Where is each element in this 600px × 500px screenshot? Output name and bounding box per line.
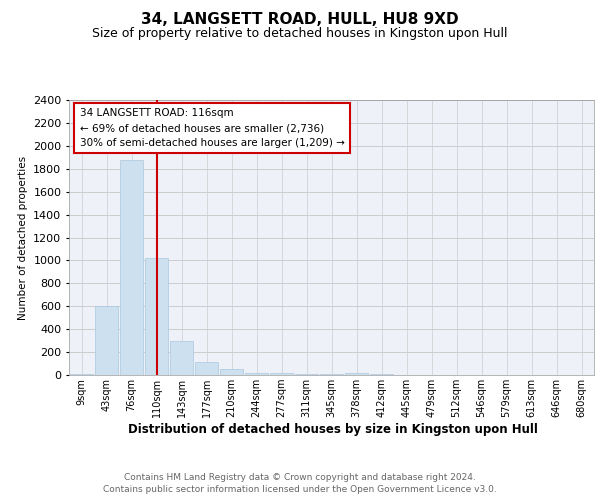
Bar [370,374,394,375]
Bar [70,374,94,375]
Text: Size of property relative to detached houses in Kingston upon Hull: Size of property relative to detached ho… [92,28,508,40]
Bar [119,160,143,375]
Bar [269,374,293,375]
Bar [295,374,319,375]
Text: 34 LANGSETT ROAD: 116sqm
← 69% of detached houses are smaller (2,736)
30% of sem: 34 LANGSETT ROAD: 116sqm ← 69% of detach… [79,108,344,148]
Text: Contains public sector information licensed under the Open Government Licence v3: Contains public sector information licen… [103,485,497,494]
Bar [145,258,169,375]
Bar [320,374,343,375]
Text: Contains HM Land Registry data © Crown copyright and database right 2024.: Contains HM Land Registry data © Crown c… [124,472,476,482]
Bar [194,362,218,375]
Bar [220,370,244,375]
Text: Distribution of detached houses by size in Kingston upon Hull: Distribution of detached houses by size … [128,422,538,436]
Bar [170,341,193,375]
Bar [344,372,368,375]
Bar [95,306,118,375]
Bar [245,372,268,375]
Text: 34, LANGSETT ROAD, HULL, HU8 9XD: 34, LANGSETT ROAD, HULL, HU8 9XD [141,12,459,28]
Y-axis label: Number of detached properties: Number of detached properties [17,156,28,320]
